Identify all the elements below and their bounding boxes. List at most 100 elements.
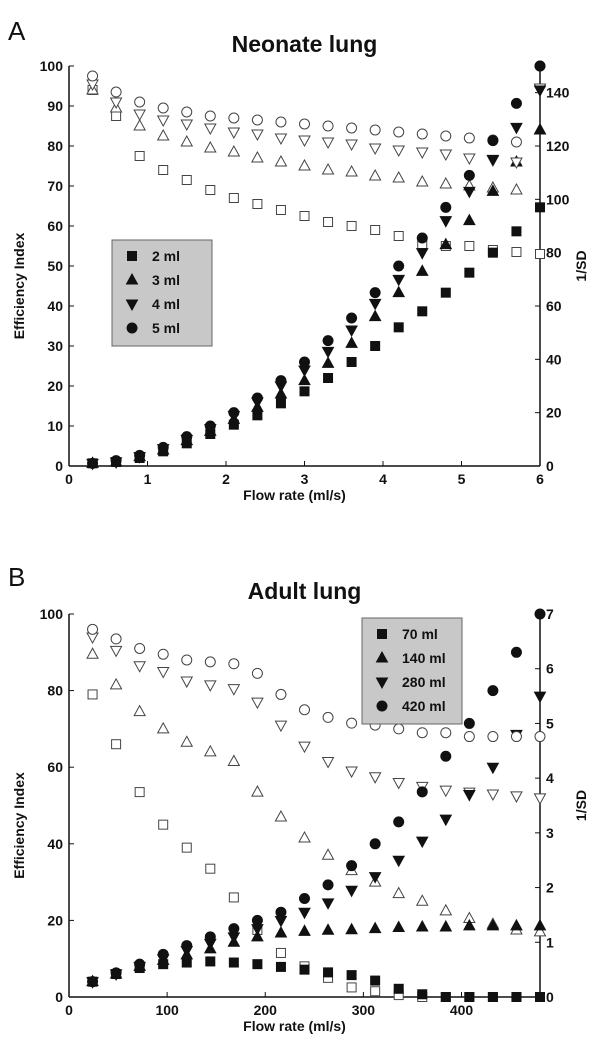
efficiency-point [415, 147, 429, 160]
efficiency-point [533, 793, 547, 805]
efficiency-point [109, 677, 123, 690]
efficiency-point [510, 731, 522, 743]
inv-sd-point [417, 989, 428, 1000]
y2-tick-label: 0 [546, 458, 554, 474]
efficiency-point [275, 116, 287, 128]
inv-sd-point [416, 786, 428, 798]
efficiency-point [370, 986, 381, 997]
y-tick-label: 60 [47, 218, 63, 234]
efficiency-point [134, 787, 145, 798]
inv-sd-point [275, 961, 286, 972]
inv-sd-point [533, 85, 547, 98]
inv-sd-point [486, 762, 500, 775]
inv-sd-point [439, 919, 453, 932]
legend-marker-triangle-up [125, 272, 139, 285]
inv-sd-point [463, 186, 476, 199]
efficiency-point [227, 127, 241, 140]
inv-sd-point [487, 135, 499, 147]
inv-sd-point [487, 992, 498, 1002]
efficiency-point [227, 144, 241, 157]
y-tick-label: 50 [47, 258, 63, 274]
efficiency-point [299, 118, 310, 130]
efficiency-point [321, 162, 335, 175]
y-tick-label: 0 [55, 989, 63, 1005]
legend-label: 4 ml [152, 296, 180, 312]
efficiency-point [345, 766, 358, 779]
y-tick-label: 60 [47, 759, 63, 775]
inv-sd-point [464, 267, 475, 278]
inv-sd-point [228, 957, 239, 968]
inv-sd-point [87, 976, 99, 988]
efficiency-point [134, 642, 146, 654]
y-tick-label: 10 [47, 418, 63, 434]
efficiency-point [415, 174, 429, 187]
efficiency-point [251, 785, 264, 797]
y2-tick-label: 2 [546, 880, 554, 896]
efficiency-point [416, 128, 428, 140]
inv-sd-point [393, 322, 404, 333]
efficiency-point [463, 132, 475, 144]
y2-tick-label: 7 [546, 606, 554, 622]
efficiency-point [252, 199, 263, 209]
efficiency-point [321, 848, 335, 860]
efficiency-point [440, 130, 452, 142]
efficiency-point [510, 157, 523, 170]
efficiency-point [392, 170, 406, 183]
legend-label: 3 ml [152, 272, 180, 288]
inv-sd-point [392, 920, 406, 933]
efficiency-point [275, 688, 287, 700]
inv-sd-point [252, 410, 263, 421]
efficiency-point [156, 721, 170, 734]
inv-sd-point [393, 816, 405, 828]
y2-tick-label: 5 [546, 715, 554, 731]
efficiency-point [368, 143, 382, 156]
inv-sd-point [228, 923, 240, 935]
inv-sd-point [392, 274, 406, 287]
inv-sd-point [368, 298, 382, 311]
efficiency-point [322, 711, 334, 723]
efficiency-point [87, 623, 99, 635]
inv-sd-point [368, 872, 382, 884]
y2-tick-label: 20 [546, 405, 562, 421]
x-tick-label: 0 [65, 1002, 73, 1018]
y2-tick-label: 3 [546, 825, 554, 841]
inv-sd-point [345, 325, 358, 338]
inv-sd-point [415, 248, 429, 260]
efficiency-point [251, 129, 264, 142]
y-tick-label: 0 [55, 458, 63, 474]
inv-sd-point [440, 287, 451, 298]
inv-sd-point [369, 838, 381, 850]
efficiency-point [109, 645, 123, 658]
inv-sd-point [463, 717, 475, 729]
efficiency-point [368, 772, 382, 784]
inv-sd-point [346, 970, 357, 981]
inv-sd-point [534, 60, 546, 72]
inv-sd-point [533, 918, 547, 931]
efficiency-point [439, 176, 453, 189]
efficiency-point [274, 154, 288, 167]
efficiency-point [345, 164, 358, 177]
inv-sd-point [369, 287, 381, 299]
inv-sd-point [486, 154, 500, 167]
y2-tick-label: 1 [546, 934, 554, 950]
series-280-ml [86, 632, 547, 989]
y-tick-label: 90 [47, 98, 63, 114]
inv-sd-point [463, 213, 476, 226]
x-axis-label: Flow rate (ml/s) [243, 1018, 346, 1034]
y2-tick-label: 4 [546, 770, 554, 786]
x-tick-label: 300 [352, 1002, 376, 1018]
y2-tick-label: 120 [546, 138, 570, 154]
efficiency-point [87, 689, 98, 700]
inv-sd-point [464, 992, 475, 1002]
inv-sd-point [323, 373, 334, 383]
x-tick-label: 4 [379, 471, 387, 487]
efficiency-point [322, 120, 334, 132]
efficiency-point [111, 739, 122, 750]
efficiency-point [534, 731, 546, 743]
legend-label: 2 ml [152, 248, 180, 264]
legend-label: 280 ml [402, 674, 446, 690]
legend-marker-circle [376, 700, 388, 712]
inv-sd-point [110, 967, 122, 979]
efficiency-point [440, 727, 452, 739]
